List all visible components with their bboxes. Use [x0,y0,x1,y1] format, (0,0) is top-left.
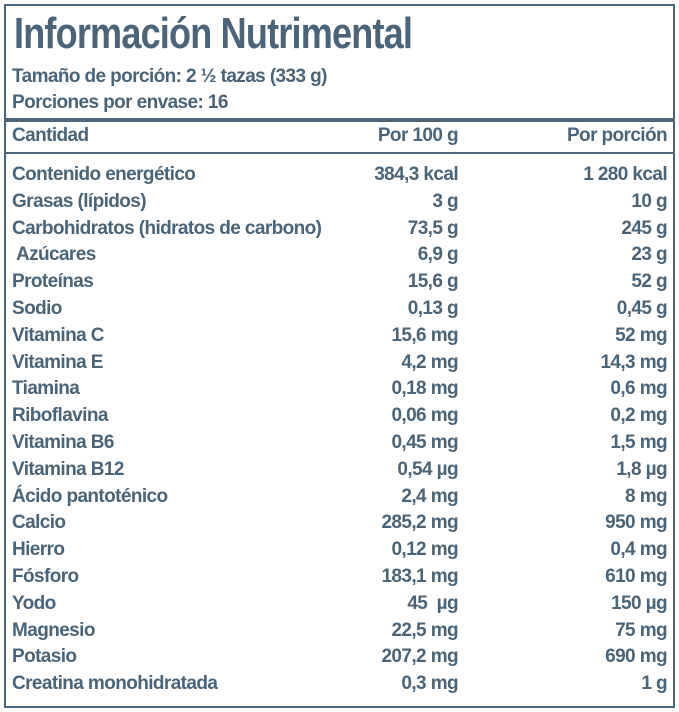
nutrient-amount: 3 g [432,190,458,212]
nutrient-amount: 0,4 mg [610,539,667,561]
nutrient-name: Vitamina B6 [12,432,114,453]
nutrient-amount: 0,06 mg [391,405,458,427]
nutrient-amount: 0,6 mg [610,378,667,400]
nutrient-name: Vitamina B12 [12,458,124,480]
nutrient-amount: 0,12 mg [391,539,458,561]
nutrient-amount: 2,4 mg [401,485,458,507]
column-header: Por porción [566,125,668,146]
nutrient-amount: 245 g [621,217,667,239]
nutrient-amount: 0,18 mg [391,378,458,400]
nutrient-amount: 73,5 g [407,217,459,239]
nutrient-amount: 23 g [631,244,667,266]
nutrition-panel: Información Nutrimental Tamaño de porció… [4,4,675,708]
column-header: Por 100 g [377,125,459,146]
nutrient-amount: 690 mg [605,646,667,668]
nutrient-name: Proteínas [12,271,94,293]
nutrient-amount: 0,3 mg [401,673,458,695]
nutrient-amount: 1,8 µg [616,458,667,480]
nutrient-amount: 15,6 g [407,271,459,293]
nutrient-amount: 45 µg [407,592,458,614]
thick-rule [6,118,673,122]
nutrient-amount: 52 mg [615,324,668,346]
thin-rule [6,152,673,154]
nutrient-name: Fósforo [12,566,79,587]
nutrient-name: Tiamina [12,378,80,400]
nutrient-name: Yodo [12,592,56,614]
nutrient-amount: 0,45 mg [391,432,458,453]
nutrient-amount: 207,2 mg [381,646,458,668]
nutrient-amount: 52 g [631,271,667,293]
nutrient-amount: 285,2 mg [381,512,458,534]
nutrient-amount: 183,1 mg [381,566,458,587]
column-header: Cantidad [12,125,89,146]
nutrient-amount: 150 µg [611,592,668,614]
nutrient-amount: 0,45 g [616,298,668,319]
nutrient-amount: 4,2 mg [401,351,458,373]
nutrient-name: Calcio [12,512,66,534]
nutrient-amount: 0,2 mg [610,405,667,427]
nutrient-amount: 10 g [631,190,667,212]
nutrient-amount: 14,3 mg [600,351,667,373]
nutrient-amount: 15,6 mg [391,324,458,346]
nutrient-name: Contenido energético [12,164,196,185]
nutrient-name: Ácido pantoténico [12,485,168,507]
nutrient-amount: 0,13 g [407,298,459,319]
nutrient-amount: 0,54 µg [397,458,458,480]
nutrient-amount: 1 g [641,673,667,695]
title: Información Nutrimental [14,9,413,58]
nutrient-amount: 75 mg [615,619,668,641]
nutrient-name: Hierro [12,539,65,561]
nutrient-amount: 1 280 kcal [583,164,667,185]
serving-size: Tamaño de porción: 2 ½ tazas (333 g) [12,66,327,87]
servings: Porciones por envase: 16 [12,92,228,113]
nutrient-amount: 1,5 mg [610,432,667,453]
nutrient-name: Carbohidratos (hidratos de carbono) [12,217,322,239]
nutrient-amount: 384,3 kcal [374,164,458,185]
nutrient-name: Azúcares [12,244,96,266]
nutrient-amount: 22,5 mg [391,619,458,641]
nutrient-amount: 8 mg [625,485,668,507]
nutrient-amount: 610 mg [605,566,667,587]
nutrient-amount: 6,9 g [417,244,459,266]
nutrient-name: Grasas (lípidos) [12,190,147,212]
nutrient-name: Magnesio [12,619,95,641]
nutrient-amount: 950 mg [605,512,667,534]
nutrient-name: Sodio [12,298,62,319]
nutrient-name: Vitamina C [12,324,104,346]
nutrient-name: Creatina monohidratada [12,673,218,695]
nutrient-name: Potasio [12,646,77,668]
nutrient-name: Vitamina E [12,351,103,373]
nutrient-name: Riboflavina [12,405,108,427]
